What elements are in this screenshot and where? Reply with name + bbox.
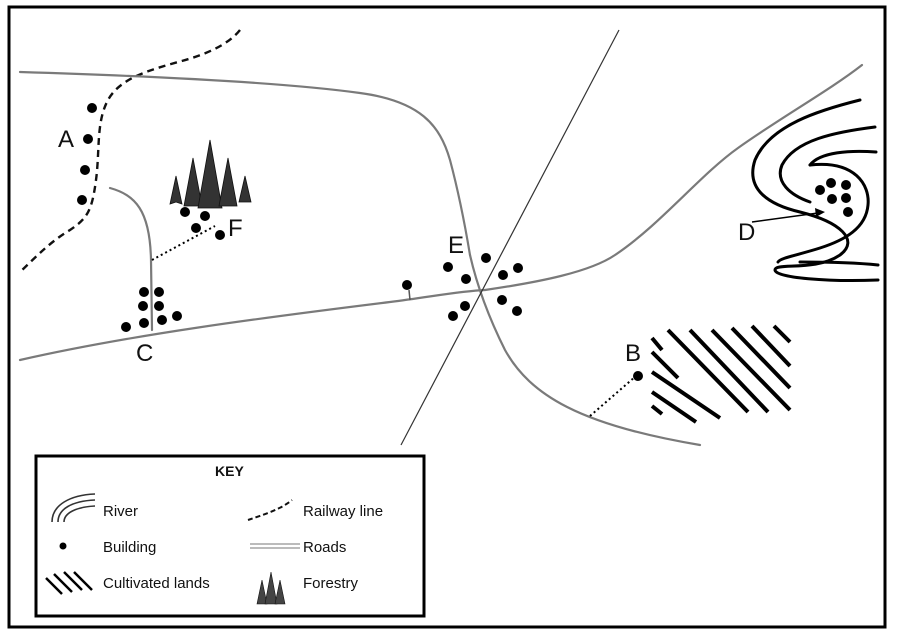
site-label-e: E bbox=[448, 232, 464, 259]
map-frame bbox=[7, 5, 887, 629]
forestry-trees bbox=[169, 139, 252, 209]
key-label-railway: Railway line bbox=[303, 503, 383, 520]
railway-line bbox=[19, 29, 241, 273]
arrow-d-head bbox=[815, 208, 825, 217]
river-meander bbox=[751, 98, 880, 283]
site-label-f: F bbox=[228, 215, 243, 242]
leader-f bbox=[151, 225, 216, 261]
key-label-building: Building bbox=[103, 539, 156, 556]
site-label-c: C bbox=[136, 340, 153, 367]
road-branch-c bbox=[108, 186, 154, 332]
key-label-roads: Roads bbox=[303, 539, 346, 556]
map-key: KEY River Railway line Building Roads Cu… bbox=[34, 454, 426, 618]
site-label-b: B bbox=[625, 340, 641, 367]
key-label-forestry: Forestry bbox=[303, 575, 359, 592]
key-label-cultivated: Cultivated lands bbox=[103, 575, 210, 592]
road-main bbox=[18, 288, 487, 362]
key-label-river: River bbox=[103, 503, 138, 520]
road-east bbox=[483, 63, 864, 292]
river-icon bbox=[51, 493, 96, 523]
forestry-icon bbox=[256, 571, 286, 605]
site-label-d: D bbox=[738, 219, 755, 246]
site-label-a: A bbox=[58, 126, 74, 153]
key-title: KEY bbox=[215, 463, 244, 479]
railway-line-icon bbox=[247, 499, 293, 521]
roads-icon bbox=[250, 543, 300, 549]
road-upper bbox=[18, 70, 472, 257]
straight-line bbox=[400, 29, 620, 446]
building-icon bbox=[59, 542, 67, 550]
leader-b bbox=[589, 375, 637, 417]
cultivated-lands-icon bbox=[45, 571, 93, 595]
road-upper-south bbox=[468, 253, 702, 447]
cultivated-lands bbox=[650, 324, 792, 424]
buildings bbox=[77, 103, 853, 381]
